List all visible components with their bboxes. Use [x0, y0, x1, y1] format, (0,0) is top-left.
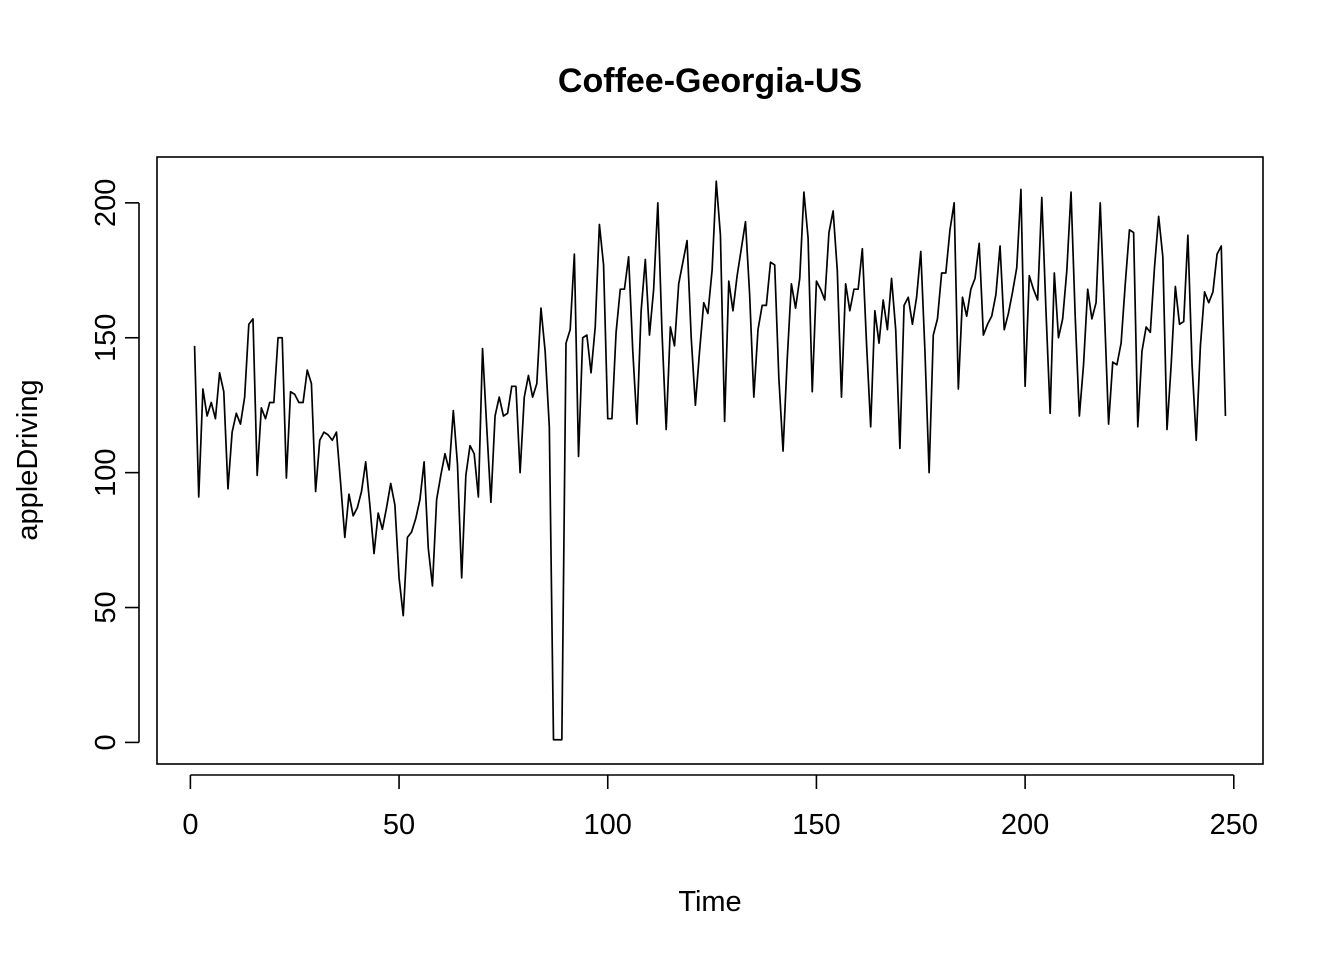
x-tick-label: 150: [792, 809, 840, 841]
x-tick-label: 0: [182, 809, 198, 841]
chart-title: Coffee-Georgia-US: [558, 62, 862, 100]
y-axis: 0 50 100 150 200: [90, 179, 140, 750]
x-tick-label: 100: [584, 809, 632, 841]
series-line: [193, 180, 1227, 741]
x-tick-label: 50: [383, 809, 415, 841]
y-tick-label: 0: [90, 734, 122, 750]
y-tick-label: 150: [90, 314, 122, 362]
y-tick-label: 50: [90, 591, 122, 623]
plot-frame: [156, 156, 1264, 765]
y-tick-label: 200: [90, 179, 122, 227]
x-tick-label: 200: [1001, 809, 1049, 841]
x-axis-label: Time: [678, 886, 741, 918]
y-tick-label: 100: [90, 448, 122, 496]
y-axis-label: appleDriving: [12, 379, 44, 540]
x-tick-label: 250: [1210, 809, 1258, 841]
x-axis: 0 50 100 150 200 250: [182, 774, 1258, 841]
